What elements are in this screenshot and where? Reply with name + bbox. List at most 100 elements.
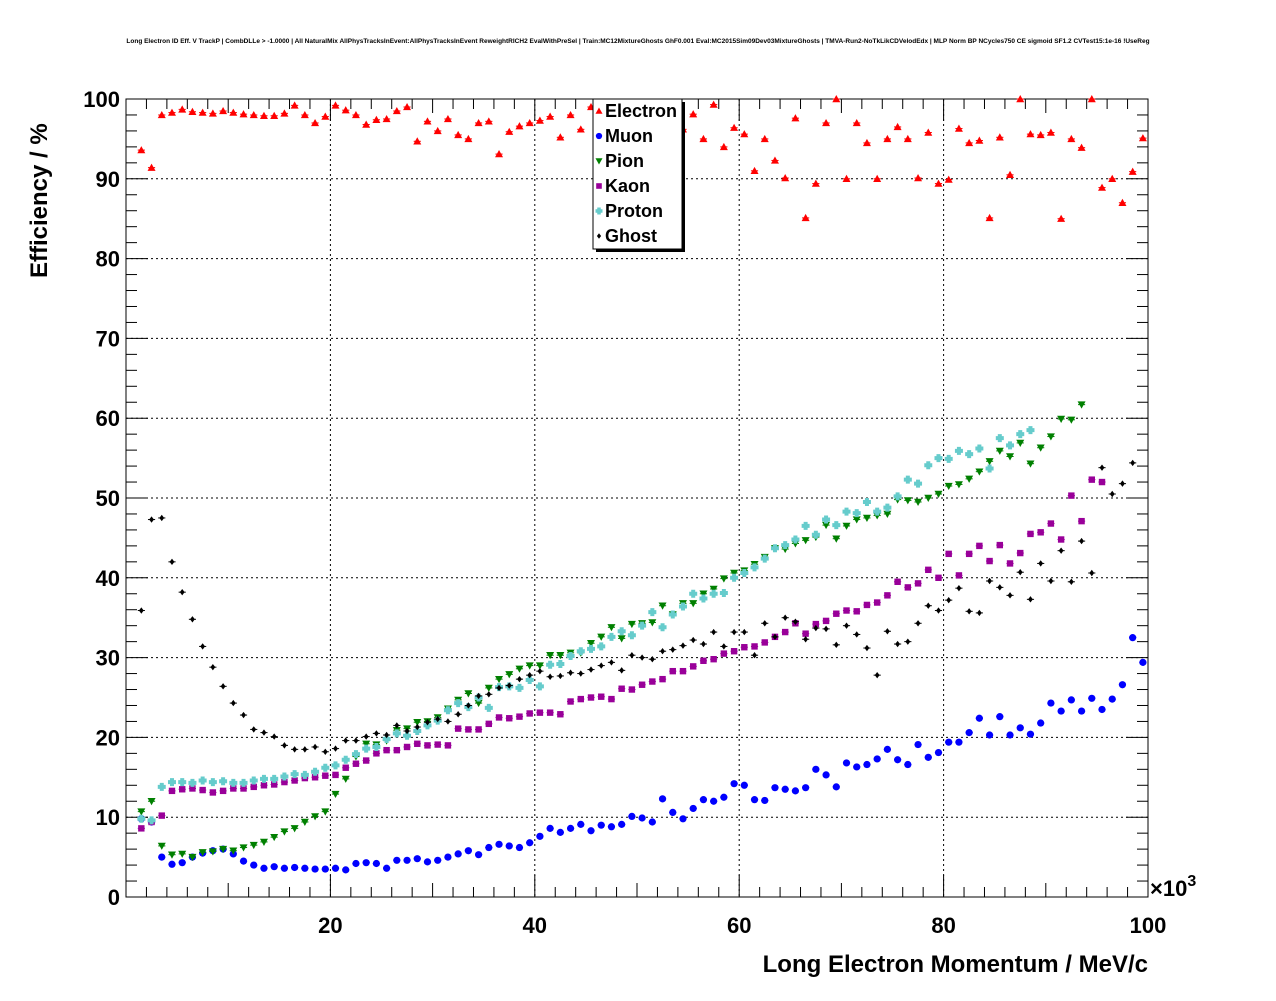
data-point-kaon (853, 608, 860, 615)
data-point-muon (771, 784, 779, 792)
data-point-muon (393, 856, 401, 864)
data-point-electron (270, 111, 279, 119)
data-point-proton (311, 767, 320, 776)
data-point-pion (137, 808, 146, 816)
data-point-electron (1067, 134, 1076, 143)
data-point-muon (689, 804, 697, 813)
data-point-proton (760, 554, 769, 563)
data-point-pion (862, 514, 871, 522)
data-point-ghost (435, 715, 441, 723)
data-point-pion (1077, 401, 1086, 409)
legend: Electron Muon Pion Kaon Proton Ghost (592, 98, 685, 252)
data-point-proton (822, 515, 831, 524)
data-point-pion (914, 498, 923, 506)
data-point-pion (546, 652, 555, 660)
data-point-proton (658, 623, 667, 632)
data-point-ghost (1099, 464, 1105, 471)
data-point-electron (873, 174, 882, 182)
data-point-kaon (342, 764, 349, 771)
data-point-muon (515, 843, 524, 852)
data-point-electron (331, 101, 340, 109)
y-tick-label: 30 (96, 646, 120, 671)
data-point-kaon (270, 781, 278, 788)
data-point-muon (311, 865, 319, 873)
data-point-kaon (567, 698, 574, 705)
data-point-muon (321, 865, 329, 873)
data-point-electron (546, 112, 555, 120)
data-point-ghost (220, 683, 226, 690)
data-point-kaon (730, 648, 738, 655)
data-point-muon (577, 820, 585, 828)
data-point-muon (781, 785, 789, 793)
data-point-kaon (587, 694, 595, 701)
data-point-kaon (1037, 529, 1044, 536)
data-point-muon (260, 864, 268, 872)
data-point-ghost (445, 718, 451, 725)
y-tick-label: 90 (96, 167, 120, 192)
data-point-ghost (987, 577, 992, 585)
data-point-electron (147, 163, 156, 171)
data-point-pion (495, 675, 504, 684)
data-point-electron (372, 115, 381, 123)
legend-marker-electron (595, 107, 603, 114)
data-point-electron (995, 133, 1004, 141)
data-point-electron (198, 108, 207, 116)
data-point-muon (761, 796, 769, 805)
data-point-proton (392, 729, 401, 738)
data-point-electron (433, 126, 442, 135)
data-point-electron (413, 137, 422, 145)
data-point-electron (311, 118, 320, 127)
data-point-muon (1139, 658, 1147, 666)
data-point-ghost (578, 670, 584, 677)
data-point-muon (464, 847, 472, 855)
data-point-ghost (833, 641, 839, 649)
data-point-muon (546, 824, 554, 832)
data-point-kaon (690, 663, 697, 670)
legend-label-pion: Pion (605, 151, 644, 171)
data-point-ghost (394, 722, 400, 729)
data-point-pion (801, 537, 810, 545)
data-point-pion (985, 458, 994, 466)
data-point-ghost (905, 638, 911, 645)
data-point-ghost (465, 702, 471, 709)
data-point-ghost (874, 671, 880, 679)
data-point-ghost (895, 640, 901, 648)
data-point-ghost (813, 624, 819, 632)
legend-label-muon: Muon (605, 126, 653, 146)
data-point-proton (954, 446, 963, 455)
data-point-muon (1047, 699, 1055, 707)
data-point-electron (239, 110, 248, 118)
data-point-muon (863, 760, 871, 769)
data-point-proton (801, 521, 810, 530)
data-point-muon (832, 783, 840, 791)
data-point-pion (587, 640, 596, 648)
data-point-muon (168, 860, 176, 868)
data-point-ghost (1048, 577, 1054, 585)
data-point-kaon (628, 686, 636, 693)
data-point-muon (1057, 707, 1065, 715)
data-point-ghost (772, 633, 778, 641)
data-point-muon (996, 713, 1004, 721)
data-point-electron (862, 138, 871, 147)
data-point-electron (883, 134, 892, 143)
data-point-proton (832, 521, 841, 530)
data-point-electron (576, 125, 585, 133)
data-point-ghost (884, 628, 890, 635)
data-point-proton (924, 461, 933, 470)
data-point-kaon (781, 628, 789, 636)
data-point-proton (341, 755, 350, 764)
data-point-muon (965, 729, 973, 737)
data-point-pion (1016, 439, 1025, 447)
data-point-pion (341, 775, 350, 783)
data-point-muon (924, 753, 932, 761)
data-point-electron (351, 110, 360, 119)
data-point-electron (1046, 128, 1055, 136)
data-point-muon (1129, 634, 1137, 642)
data-point-muon (1006, 731, 1014, 739)
data-point-muon (474, 851, 483, 859)
data-point-ghost (680, 642, 686, 649)
data-point-kaon (833, 610, 840, 617)
data-point-ghost (721, 643, 727, 650)
data-point-kaon (291, 777, 298, 784)
